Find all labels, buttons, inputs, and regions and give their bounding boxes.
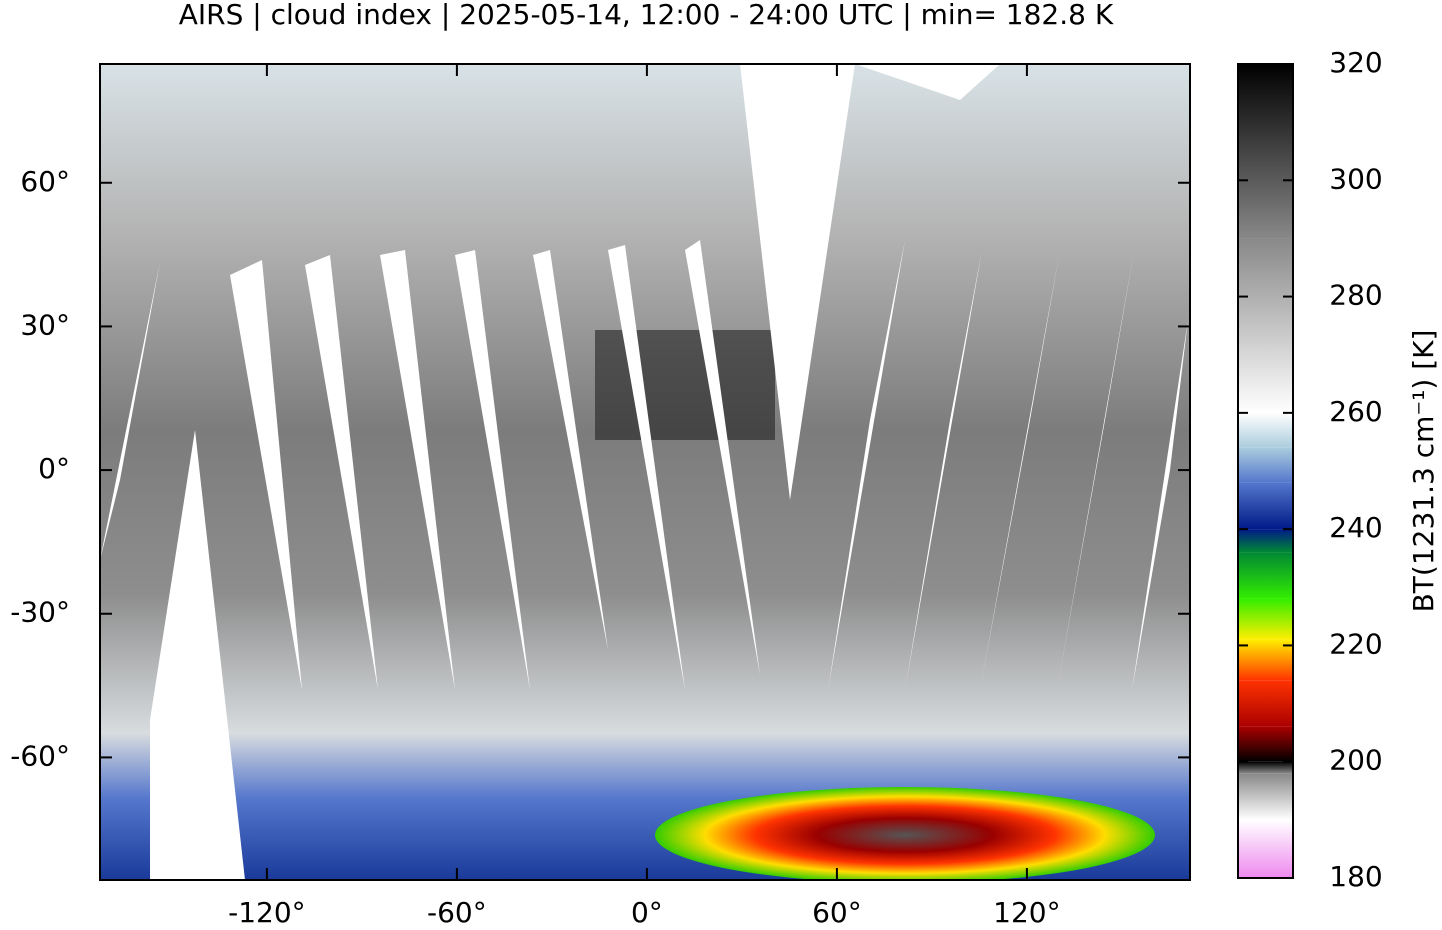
swath-gap (455, 250, 530, 690)
colorbar-segment (1238, 761, 1293, 774)
colorbar-segment (1238, 552, 1293, 599)
swath-gap (230, 260, 302, 690)
colorbar-segment (1238, 529, 1293, 553)
swath-gap (740, 64, 855, 500)
colorbar-segment (1238, 412, 1293, 448)
colorbar-tick-label: 260 (1329, 395, 1382, 428)
colorbar-tick-label: 220 (1329, 627, 1382, 660)
colorbar-segment (1238, 482, 1293, 530)
map-frame (99, 63, 1191, 881)
swath-gap (1057, 245, 1135, 690)
chart-title: AIRS | cloud index | 2025-05-14, 12:00 -… (179, 0, 1114, 31)
colorbar-segment (1238, 64, 1293, 239)
y-tick-label: -30° (10, 596, 70, 629)
swath-gap (685, 240, 760, 675)
colorbar-segment (1238, 726, 1293, 762)
y-tick-label: 30° (20, 308, 70, 341)
antarctica-cold (655, 787, 1155, 880)
colorbar-tick-label: 320 (1329, 46, 1382, 79)
x-tick-label: 60° (812, 896, 862, 929)
colorbar-frame (1237, 63, 1294, 879)
map-image (100, 64, 1190, 880)
swath-gap (980, 250, 1060, 690)
x-tick-label: 120° (993, 896, 1060, 929)
y-tick-label: -60° (10, 739, 70, 772)
colorbar-tick-label: 180 (1329, 860, 1382, 893)
x-tick-label: 0° (631, 896, 663, 929)
colorbar-segment (1238, 238, 1293, 413)
colorbar-tick-label: 200 (1329, 744, 1382, 777)
swath-gap (533, 250, 608, 650)
colorbar-segment (1238, 447, 1293, 483)
colorbar-segment (1238, 773, 1293, 820)
x-tick-label: -60° (427, 896, 487, 929)
colorbar-label: BT(1231.3 cm⁻¹) [K] (1407, 330, 1440, 613)
swath-gap (608, 245, 685, 690)
colorbar-segment (1238, 598, 1293, 640)
colorbar-segment (1238, 819, 1293, 878)
swath-gap (305, 255, 378, 690)
swath-gap (1132, 320, 1188, 690)
swath-gap (380, 250, 455, 690)
colorbar-segment (1238, 680, 1293, 727)
map-background (100, 64, 1190, 880)
x-tick-label: -120° (228, 896, 306, 929)
swath-gap (100, 262, 160, 560)
y-tick-label: 0° (38, 452, 70, 485)
colorbar-tick-label: 240 (1329, 511, 1382, 544)
y-tick-label: 60° (20, 165, 70, 198)
colorbar-tick-label: 300 (1329, 162, 1382, 195)
swath-gap (150, 430, 245, 880)
swath-gap (828, 240, 905, 690)
swath-gap (905, 250, 982, 690)
data-gaps (100, 64, 1188, 880)
swath-gap (855, 64, 1000, 100)
colorbar-tick-label: 280 (1329, 279, 1382, 312)
desert-region (595, 330, 775, 440)
